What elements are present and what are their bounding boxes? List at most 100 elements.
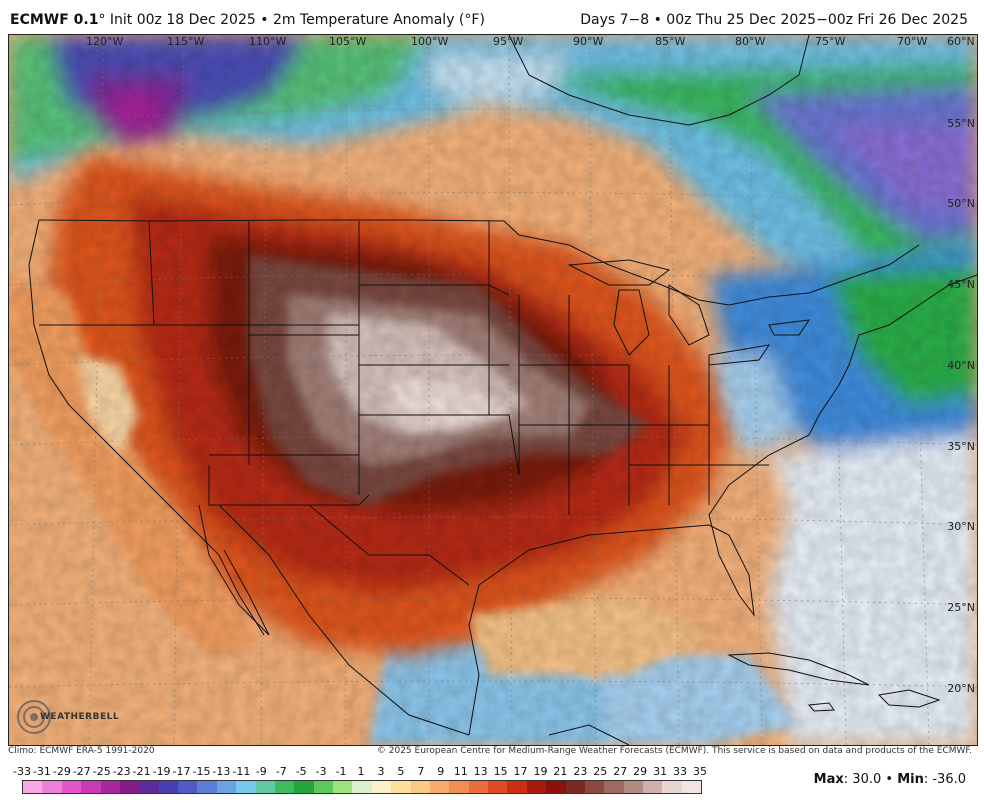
chart-title: ECMWF 0.1° Init 00z 18 Dec 2025 • 2m Tem… (10, 12, 485, 28)
colorbar-swatch (236, 781, 256, 793)
colorbar-tick-label: -11 (232, 765, 251, 778)
colorbar-swatch (81, 781, 101, 793)
lon-label-115w: 115°W (167, 35, 205, 48)
colorbar-swatch (333, 781, 353, 793)
colorbar-swatch (119, 781, 140, 793)
lat-label-20n: 20°N (947, 682, 975, 695)
lat-label-25n: 25°N (947, 601, 975, 614)
max-min-stats: Max: 30.0 • Min: -36.0 (814, 772, 966, 787)
copyright-note: © 2025 European Centre for Medium-Range … (376, 746, 972, 756)
colorbar-swatch (100, 781, 120, 793)
lon-label-90w: 90°W (573, 35, 604, 48)
colorbar-tick-label: 5 (397, 765, 405, 778)
colorbar-tick-label: 9 (437, 765, 445, 778)
lon-label-95w: 95°W (493, 35, 524, 48)
colorbar-swatch (274, 781, 295, 793)
colorbar-swatch (429, 781, 450, 793)
max-label: Max (813, 772, 844, 787)
colorbar-tick-label: -21 (132, 765, 151, 778)
colorbar-tick-label: 23 (573, 765, 588, 778)
colorbar-swatch (371, 781, 392, 793)
colorbar-swatch (42, 781, 62, 793)
colorbar-swatch (546, 781, 566, 793)
colorbar-swatch (410, 781, 430, 793)
lon-label-80w: 80°W (735, 35, 766, 48)
colorbar-swatch (604, 781, 624, 793)
colorbar-swatch (468, 781, 488, 793)
colorbar-tick-label: -13 (212, 765, 231, 778)
colorbar-tick-label: 15 (493, 765, 508, 778)
colorbar-swatch (643, 781, 663, 793)
max-value: : 30.0 (843, 772, 882, 787)
min-value: : -36.0 (923, 772, 966, 787)
colorbar-swatch (623, 781, 643, 793)
lon-label-110w: 110°W (249, 35, 287, 48)
lon-label-105w: 105°W (329, 35, 367, 48)
stats-separator: • (881, 772, 898, 787)
weatherbell-logo: WEATHERBELL (14, 696, 119, 738)
colorbar-tick-label: 17 (513, 765, 528, 778)
logo-text: WEATHERBELL (40, 712, 120, 722)
lat-label-45n: 45°N (947, 278, 975, 291)
lon-label-75w: 75°W (815, 35, 846, 48)
colorbar-swatch (178, 781, 198, 793)
map-canvas (9, 35, 977, 745)
min-label: Min (897, 772, 924, 787)
lat-label-60n: 60°N (947, 35, 975, 48)
colorbar-tick-labels: -33 -31 -29 -27 -25 -23 -21 -19 -17 -15 -13 -11 -9 -7… (13, 765, 707, 779)
colorbar-swatch (681, 781, 702, 793)
colorbar-tick-label: -7 (275, 765, 287, 778)
colorbar-swatch (488, 781, 508, 793)
colorbar-tick-label: 29 (633, 765, 648, 778)
colorbar-swatch (449, 781, 469, 793)
colorbar-tick-label: 27 (613, 765, 628, 778)
colorbar-tick-label: 33 (673, 765, 688, 778)
colorbar-swatch (391, 781, 411, 793)
colorbar-tick-label: 1 (357, 765, 365, 778)
lon-label-70w: 70°W (897, 35, 928, 48)
model-name: ECMWF 0.1 (10, 12, 99, 28)
colorbar-tick-label: -15 (192, 765, 211, 778)
colorbar-swatch (662, 781, 682, 793)
lon-label-85w: 85°W (655, 35, 686, 48)
colorbar-tick-label: -19 (152, 765, 171, 778)
colorbar-tick-label: 35 (693, 765, 707, 778)
lat-label-30n: 30°N (947, 520, 975, 533)
colorbar-legend (22, 780, 702, 794)
colorbar-tick-label: -23 (112, 765, 131, 778)
colorbar-swatch (216, 781, 237, 793)
lon-label-120w: 120°W (86, 35, 124, 48)
colorbar-tick-label: 11 (453, 765, 468, 778)
lat-label-50n: 50°N (947, 197, 975, 210)
colorbar-tick-label: -33 (13, 765, 31, 778)
colorbar-tick-label: -17 (172, 765, 191, 778)
lat-label-55n: 55°N (947, 117, 975, 130)
colorbar-swatch (294, 781, 314, 793)
colorbar-swatch (158, 781, 178, 793)
colorbar-swatch (526, 781, 547, 793)
colorbar-tick-label: 21 (553, 765, 568, 778)
colorbar-tick-label: 25 (593, 765, 608, 778)
lon-label-100w: 100°W (411, 35, 449, 48)
colorbar-swatch (23, 781, 43, 793)
colorbar-swatch (507, 781, 527, 793)
colorbar-swatch (584, 781, 605, 793)
valid-time: Days 7−8 • 00z Thu 25 Dec 2025−00z Fri 2… (580, 12, 968, 28)
colorbar-tick-label: -25 (92, 765, 111, 778)
colorbar-swatch (139, 781, 159, 793)
colorbar-swatch (255, 781, 275, 793)
colorbar-tick-label: 3 (377, 765, 385, 778)
colorbar-swatch (313, 781, 333, 793)
temperature-anomaly-map: 120°W 115°W 110°W 105°W 100°W 95°W 90°W … (8, 34, 978, 746)
lat-label-40n: 40°N (947, 359, 975, 372)
colorbar-tick-label: -29 (52, 765, 71, 778)
colorbar-swatch (197, 781, 217, 793)
climo-note: Clim​o: ECMWF ERA-5 1991-2020 (8, 746, 155, 756)
init-description: ° Init 00z 18 Dec 2025 • 2m Temperature … (98, 12, 485, 28)
lat-label-35n: 35°N (947, 440, 975, 453)
colorbar-tick-label: 7 (417, 765, 425, 778)
colorbar-swatch (352, 781, 372, 793)
colorbar-tick-label: -1 (335, 765, 347, 778)
colorbar-tick-label: 31 (653, 765, 668, 778)
colorbar-tick-label: -27 (72, 765, 91, 778)
